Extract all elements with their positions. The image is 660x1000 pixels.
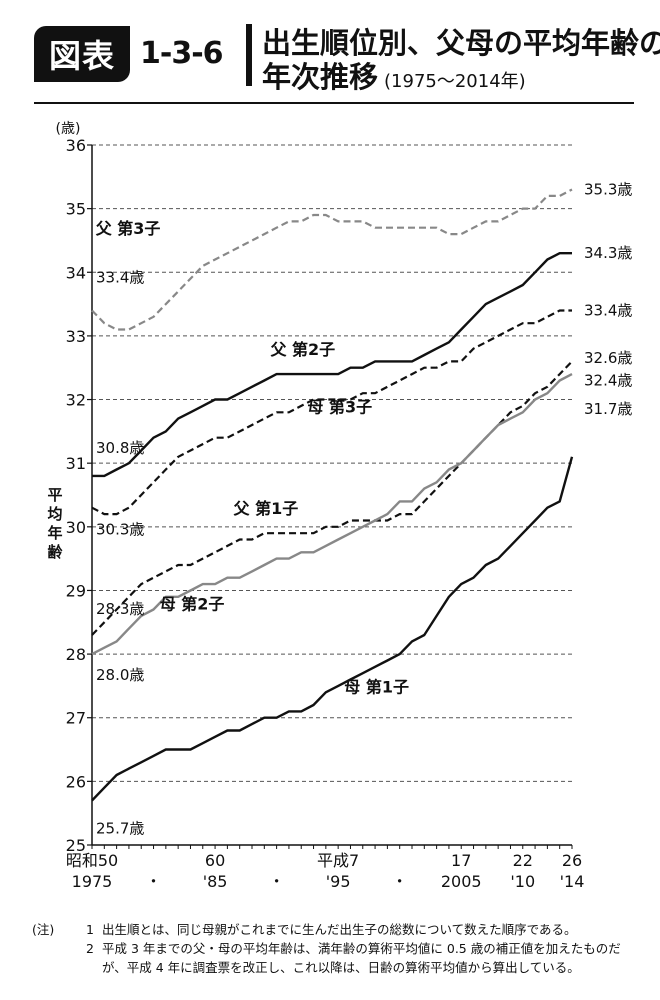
end-value-label: 32.6歳 <box>584 349 632 367</box>
x-tick-label: 26 <box>562 851 582 870</box>
y-tick-label: 27 <box>66 709 86 728</box>
series-name-label: 母 第2子 <box>160 595 225 614</box>
series-name-label: 父 第3子 <box>95 219 161 238</box>
value-labels: 33.4歳 30.8歳 30.3歳 28.3歳 28.0歳 25.7歳 35.3歳 34.3歳… <box>95 181 633 838</box>
x-tick-label: 昭和50 <box>66 851 118 870</box>
y-unit-label: (歳) <box>56 121 81 137</box>
series-line <box>92 251 572 478</box>
series-name-label: 父 第1子 <box>233 499 299 518</box>
y-tick-label: 30 <box>66 518 86 537</box>
x-tick-label: 60 <box>205 851 225 870</box>
footnotes: (注) 1 出生順とは、同じ母親がこれまでに生んだ出生子の総数について数えた順序… <box>32 920 642 977</box>
figure-title-line2: 年次推移 (1975〜2014年) <box>262 54 526 96</box>
start-value-label: 33.4歳 <box>96 268 144 286</box>
y-tick-label: 25 <box>66 836 86 855</box>
footnote-number: 2 <box>86 941 94 956</box>
y-tick-label: 28 <box>66 645 86 664</box>
end-value-label: 33.4歳 <box>584 301 632 319</box>
y-tick-label: 33 <box>66 327 86 346</box>
end-value-label: 31.7歳 <box>584 400 632 418</box>
y-tick-label: 29 <box>66 581 86 600</box>
series-name-label: 父 第2子 <box>269 340 335 359</box>
header-rule <box>34 102 634 104</box>
y-tick-label: 35 <box>66 200 86 219</box>
series-name-label: 母 第3子 <box>307 397 372 416</box>
y-tick-label: 32 <box>66 391 86 410</box>
footnote-1: (注) 1 出生順とは、同じ母親がこれまでに生んだ出生子の総数について数えた順序… <box>32 920 642 939</box>
series-name-label: 母 第1子 <box>344 677 409 696</box>
start-value-label: 28.0歳 <box>96 666 144 684</box>
end-value-label: 34.3歳 <box>584 244 632 262</box>
figure-header: 図表 1-3-6 出生順位別、父母の平均年齢の 年次推移 (1975〜2014年) <box>34 12 660 102</box>
series-line <box>91 188 573 331</box>
footnote-text: 平成 3 年までの父・母の平均年齢は、満年齢の算術平均値に 0.5 歳の補正値を… <box>102 941 621 975</box>
end-value-label: 32.4歳 <box>584 371 632 389</box>
x-tick-label: '14 <box>560 872 585 891</box>
footnote-number: 1 <box>86 922 94 937</box>
series-line <box>91 309 572 516</box>
footnote-head: (注) <box>32 922 55 937</box>
start-value-label: 28.3歳 <box>96 600 144 618</box>
figure-title: 出生順位別、父母の平均年齢の <box>262 26 660 60</box>
series-lines <box>91 188 574 802</box>
end-value-label: 35.3歳 <box>584 181 632 199</box>
x-tick-label: 22 <box>513 851 533 870</box>
x-tick-label: 17 <box>451 851 471 870</box>
start-value-label: 25.7歳 <box>96 819 144 837</box>
grid-lines <box>92 144 572 782</box>
y-tick-label: 36 <box>66 136 86 155</box>
footnote-2: 2 平成 3 年までの父・母の平均年齢は、満年齢の算術平均値に 0.5 歳の補正… <box>32 939 642 977</box>
series-line <box>91 373 573 656</box>
x-tick-label: 平成7 <box>317 851 359 870</box>
x-tick-label: '10 <box>510 872 535 891</box>
x-tick-label: 1975 <box>72 872 113 891</box>
y-tick-label: 31 <box>66 454 86 473</box>
y-tick-label: 34 <box>66 263 86 282</box>
footnote-text: 出生順とは、同じ母親がこれまでに生んだ出生子の総数について数えた順序である。 <box>102 922 577 937</box>
x-tick-label: '95 <box>326 872 351 891</box>
figure-subtitle: (1975〜2014年) <box>384 71 526 92</box>
y-axis-label: 平均年齢 <box>47 486 63 561</box>
x-tick-label: ・ <box>146 872 162 891</box>
figure-number: 1-3-6 <box>140 36 224 71</box>
y-tick-label: 26 <box>66 772 86 791</box>
start-value-label: 30.3歳 <box>96 521 144 539</box>
x-tick-label: 2005 <box>441 872 482 891</box>
x-tick-label: ・ <box>269 872 285 891</box>
header-divider <box>246 24 252 86</box>
x-tick-label: '85 <box>203 872 228 891</box>
figure-title-second: 年次推移 <box>262 60 379 94</box>
figure-badge: 図表 <box>34 26 130 82</box>
series-line <box>91 456 574 802</box>
start-value-label: 30.8歳 <box>96 439 144 457</box>
x-tick-label: ・ <box>392 872 408 891</box>
